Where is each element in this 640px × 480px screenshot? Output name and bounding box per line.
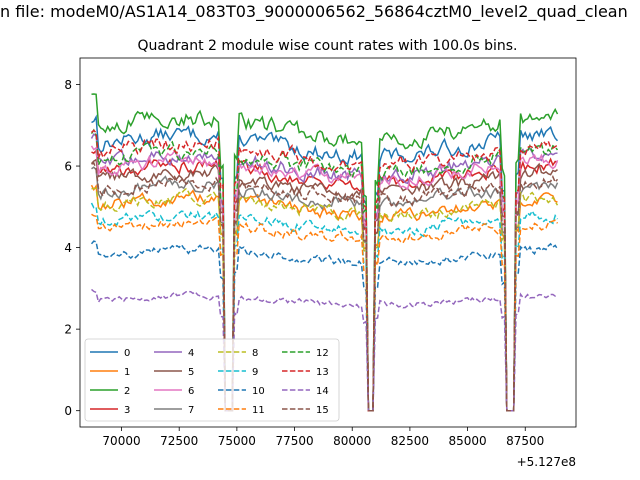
x-tick-label: 70000 (102, 434, 140, 448)
plot-frame (79, 57, 577, 428)
legend-box (84, 338, 340, 422)
series-line-11 (91, 213, 559, 412)
y-tick-label: 0 (64, 404, 72, 418)
legend-label-8: 8 (252, 348, 258, 359)
series-line-12 (90, 128, 559, 412)
y-tick-label: 2 (64, 323, 72, 337)
x-tick-label: 87500 (506, 434, 544, 448)
legend-label-14: 14 (316, 386, 329, 397)
series-line-9 (90, 202, 559, 412)
x-tick-label: 72500 (160, 434, 198, 448)
series-line-10 (90, 240, 559, 412)
figure-suptitle: n file: modeM0/AS1A14_083T03_9000006562_… (0, 2, 628, 21)
series-line-4 (90, 133, 558, 412)
series-line-15 (91, 162, 559, 412)
legend-label-12: 12 (316, 348, 329, 359)
legend-label-6: 6 (188, 386, 194, 397)
x-axis: 70000 72500 75000 77500 80000 82500 85000 87500 (102, 427, 544, 448)
series-line-5 (90, 158, 558, 412)
series-line-6 (90, 145, 559, 412)
series-line-13 (91, 129, 558, 412)
y-tick-label: 6 (64, 160, 72, 174)
x-tick-label: 85000 (448, 434, 486, 448)
legend-label-5: 5 (188, 367, 194, 378)
y-tick-label: 4 (64, 241, 72, 255)
x-tick-label: 75000 (218, 434, 256, 448)
chart-title: Quadrant 2 module wise count rates with … (138, 38, 518, 54)
legend-label-15: 15 (316, 405, 329, 416)
legend-label-11: 11 (252, 405, 265, 416)
series-line-8 (91, 187, 559, 412)
legend-label-4: 4 (188, 348, 194, 359)
series-line-2 (91, 93, 559, 412)
legend-label-9: 9 (252, 367, 258, 378)
legend-label-0: 0 (124, 348, 130, 359)
x-offset-text: +5.127e8 (517, 455, 576, 469)
y-axis: 0 2 4 6 8 (64, 78, 80, 418)
legend-label-10: 10 (252, 386, 265, 397)
series-line-7 (91, 166, 559, 412)
y-tick-label: 8 (64, 78, 72, 92)
legend-label-13: 13 (316, 367, 329, 378)
series-layer (90, 93, 559, 412)
series-line-14 (91, 288, 558, 412)
legend-label-3: 3 (124, 405, 130, 416)
x-tick-label: 82500 (391, 434, 429, 448)
x-tick-label: 80000 (333, 434, 371, 448)
legend-label-2: 2 (124, 386, 130, 397)
legend-label-7: 7 (188, 405, 194, 416)
x-tick-label: 77500 (275, 434, 313, 448)
series-line-0 (91, 114, 559, 412)
legend-label-1: 1 (124, 367, 130, 378)
